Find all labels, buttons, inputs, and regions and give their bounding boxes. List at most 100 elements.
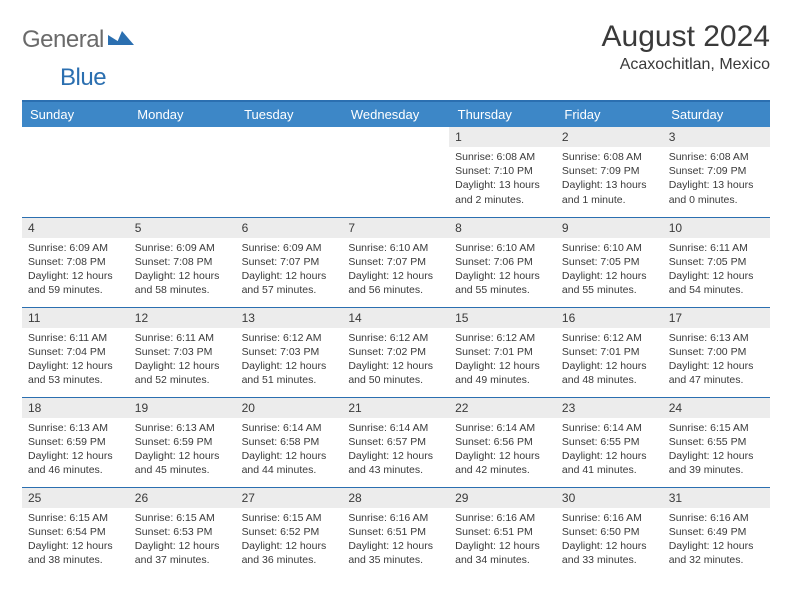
brand-part2: Blue bbox=[60, 64, 106, 91]
day-data: Sunrise: 6:12 AMSunset: 7:01 PMDaylight:… bbox=[449, 328, 556, 392]
calendar-cell: 15Sunrise: 6:12 AMSunset: 7:01 PMDayligh… bbox=[449, 307, 556, 397]
calendar-cell: 1Sunrise: 6:08 AMSunset: 7:10 PMDaylight… bbox=[449, 127, 556, 217]
day-number: 8 bbox=[449, 218, 556, 238]
day-number: 10 bbox=[663, 218, 770, 238]
weekday-header: Monday bbox=[129, 102, 236, 127]
weekday-header: Sunday bbox=[22, 102, 129, 127]
calendar-cell: 29Sunrise: 6:16 AMSunset: 6:51 PMDayligh… bbox=[449, 487, 556, 577]
day-data: Sunrise: 6:13 AMSunset: 6:59 PMDaylight:… bbox=[22, 418, 129, 482]
day-number: 17 bbox=[663, 308, 770, 328]
calendar-cell: 17Sunrise: 6:13 AMSunset: 7:00 PMDayligh… bbox=[663, 307, 770, 397]
day-data: Sunrise: 6:09 AMSunset: 7:08 PMDaylight:… bbox=[22, 238, 129, 302]
day-number: 23 bbox=[556, 398, 663, 418]
day-number: 27 bbox=[236, 488, 343, 508]
day-number bbox=[236, 127, 343, 147]
calendar-cell: 30Sunrise: 6:16 AMSunset: 6:50 PMDayligh… bbox=[556, 487, 663, 577]
day-data: Sunrise: 6:13 AMSunset: 7:00 PMDaylight:… bbox=[663, 328, 770, 392]
calendar-cell: 13Sunrise: 6:12 AMSunset: 7:03 PMDayligh… bbox=[236, 307, 343, 397]
calendar-cell: 28Sunrise: 6:16 AMSunset: 6:51 PMDayligh… bbox=[342, 487, 449, 577]
calendar-cell: 25Sunrise: 6:15 AMSunset: 6:54 PMDayligh… bbox=[22, 487, 129, 577]
month-title: August 2024 bbox=[602, 20, 770, 54]
weekday-header: Thursday bbox=[449, 102, 556, 127]
calendar-cell: 24Sunrise: 6:15 AMSunset: 6:55 PMDayligh… bbox=[663, 397, 770, 487]
calendar-cell: 19Sunrise: 6:13 AMSunset: 6:59 PMDayligh… bbox=[129, 397, 236, 487]
day-number: 3 bbox=[663, 127, 770, 147]
calendar-cell: 4Sunrise: 6:09 AMSunset: 7:08 PMDaylight… bbox=[22, 217, 129, 307]
day-number: 31 bbox=[663, 488, 770, 508]
day-number: 20 bbox=[236, 398, 343, 418]
day-number: 28 bbox=[342, 488, 449, 508]
day-number: 14 bbox=[342, 308, 449, 328]
day-data: Sunrise: 6:09 AMSunset: 7:07 PMDaylight:… bbox=[236, 238, 343, 302]
calendar-cell bbox=[22, 127, 129, 217]
day-data: Sunrise: 6:16 AMSunset: 6:49 PMDaylight:… bbox=[663, 508, 770, 572]
day-data: Sunrise: 6:14 AMSunset: 6:58 PMDaylight:… bbox=[236, 418, 343, 482]
weekday-header: Saturday bbox=[663, 102, 770, 127]
day-data: Sunrise: 6:15 AMSunset: 6:55 PMDaylight:… bbox=[663, 418, 770, 482]
calendar-week-row: 4Sunrise: 6:09 AMSunset: 7:08 PMDaylight… bbox=[22, 217, 770, 307]
day-number: 16 bbox=[556, 308, 663, 328]
calendar-cell: 27Sunrise: 6:15 AMSunset: 6:52 PMDayligh… bbox=[236, 487, 343, 577]
day-number: 1 bbox=[449, 127, 556, 147]
day-data: Sunrise: 6:15 AMSunset: 6:54 PMDaylight:… bbox=[22, 508, 129, 572]
calendar-cell: 14Sunrise: 6:12 AMSunset: 7:02 PMDayligh… bbox=[342, 307, 449, 397]
day-number: 4 bbox=[22, 218, 129, 238]
day-number: 6 bbox=[236, 218, 343, 238]
day-number: 9 bbox=[556, 218, 663, 238]
day-data: Sunrise: 6:11 AMSunset: 7:03 PMDaylight:… bbox=[129, 328, 236, 392]
day-number bbox=[342, 127, 449, 147]
day-data: Sunrise: 6:11 AMSunset: 7:04 PMDaylight:… bbox=[22, 328, 129, 392]
day-data: Sunrise: 6:16 AMSunset: 6:51 PMDaylight:… bbox=[342, 508, 449, 572]
calendar-cell: 2Sunrise: 6:08 AMSunset: 7:09 PMDaylight… bbox=[556, 127, 663, 217]
day-data: Sunrise: 6:12 AMSunset: 7:03 PMDaylight:… bbox=[236, 328, 343, 392]
weekday-header: Friday bbox=[556, 102, 663, 127]
calendar-week-row: 18Sunrise: 6:13 AMSunset: 6:59 PMDayligh… bbox=[22, 397, 770, 487]
calendar-week-row: 1Sunrise: 6:08 AMSunset: 7:10 PMDaylight… bbox=[22, 127, 770, 217]
location: Acaxochitlan, Mexico bbox=[602, 56, 770, 74]
day-data: Sunrise: 6:14 AMSunset: 6:57 PMDaylight:… bbox=[342, 418, 449, 482]
day-data: Sunrise: 6:08 AMSunset: 7:09 PMDaylight:… bbox=[556, 147, 663, 211]
calendar-cell: 23Sunrise: 6:14 AMSunset: 6:55 PMDayligh… bbox=[556, 397, 663, 487]
calendar-cell: 3Sunrise: 6:08 AMSunset: 7:09 PMDaylight… bbox=[663, 127, 770, 217]
day-number bbox=[129, 127, 236, 147]
calendar-table: SundayMondayTuesdayWednesdayThursdayFrid… bbox=[22, 102, 770, 577]
day-number: 22 bbox=[449, 398, 556, 418]
day-number: 12 bbox=[129, 308, 236, 328]
day-data: Sunrise: 6:16 AMSunset: 6:51 PMDaylight:… bbox=[449, 508, 556, 572]
calendar-cell: 7Sunrise: 6:10 AMSunset: 7:07 PMDaylight… bbox=[342, 217, 449, 307]
weekday-header-row: SundayMondayTuesdayWednesdayThursdayFrid… bbox=[22, 102, 770, 127]
day-number: 11 bbox=[22, 308, 129, 328]
day-number: 25 bbox=[22, 488, 129, 508]
calendar-cell: 6Sunrise: 6:09 AMSunset: 7:07 PMDaylight… bbox=[236, 217, 343, 307]
calendar-cell: 26Sunrise: 6:15 AMSunset: 6:53 PMDayligh… bbox=[129, 487, 236, 577]
day-number bbox=[22, 127, 129, 147]
brand-part1: General bbox=[22, 26, 104, 54]
calendar-cell: 12Sunrise: 6:11 AMSunset: 7:03 PMDayligh… bbox=[129, 307, 236, 397]
day-number: 21 bbox=[342, 398, 449, 418]
calendar-body: 1Sunrise: 6:08 AMSunset: 7:10 PMDaylight… bbox=[22, 127, 770, 577]
day-data: Sunrise: 6:12 AMSunset: 7:02 PMDaylight:… bbox=[342, 328, 449, 392]
calendar-cell: 22Sunrise: 6:14 AMSunset: 6:56 PMDayligh… bbox=[449, 397, 556, 487]
calendar-week-row: 25Sunrise: 6:15 AMSunset: 6:54 PMDayligh… bbox=[22, 487, 770, 577]
day-number: 19 bbox=[129, 398, 236, 418]
calendar-cell: 5Sunrise: 6:09 AMSunset: 7:08 PMDaylight… bbox=[129, 217, 236, 307]
weekday-header: Tuesday bbox=[236, 102, 343, 127]
calendar-cell bbox=[342, 127, 449, 217]
day-number: 24 bbox=[663, 398, 770, 418]
day-number: 26 bbox=[129, 488, 236, 508]
calendar-cell bbox=[129, 127, 236, 217]
calendar-cell: 8Sunrise: 6:10 AMSunset: 7:06 PMDaylight… bbox=[449, 217, 556, 307]
calendar-cell: 20Sunrise: 6:14 AMSunset: 6:58 PMDayligh… bbox=[236, 397, 343, 487]
calendar-cell: 21Sunrise: 6:14 AMSunset: 6:57 PMDayligh… bbox=[342, 397, 449, 487]
day-number: 30 bbox=[556, 488, 663, 508]
day-data: Sunrise: 6:10 AMSunset: 7:05 PMDaylight:… bbox=[556, 238, 663, 302]
day-data: Sunrise: 6:11 AMSunset: 7:05 PMDaylight:… bbox=[663, 238, 770, 302]
day-number: 15 bbox=[449, 308, 556, 328]
calendar-cell: 31Sunrise: 6:16 AMSunset: 6:49 PMDayligh… bbox=[663, 487, 770, 577]
day-number: 13 bbox=[236, 308, 343, 328]
calendar-cell: 11Sunrise: 6:11 AMSunset: 7:04 PMDayligh… bbox=[22, 307, 129, 397]
day-data: Sunrise: 6:14 AMSunset: 6:55 PMDaylight:… bbox=[556, 418, 663, 482]
calendar-week-row: 11Sunrise: 6:11 AMSunset: 7:04 PMDayligh… bbox=[22, 307, 770, 397]
calendar-cell: 9Sunrise: 6:10 AMSunset: 7:05 PMDaylight… bbox=[556, 217, 663, 307]
day-number: 18 bbox=[22, 398, 129, 418]
